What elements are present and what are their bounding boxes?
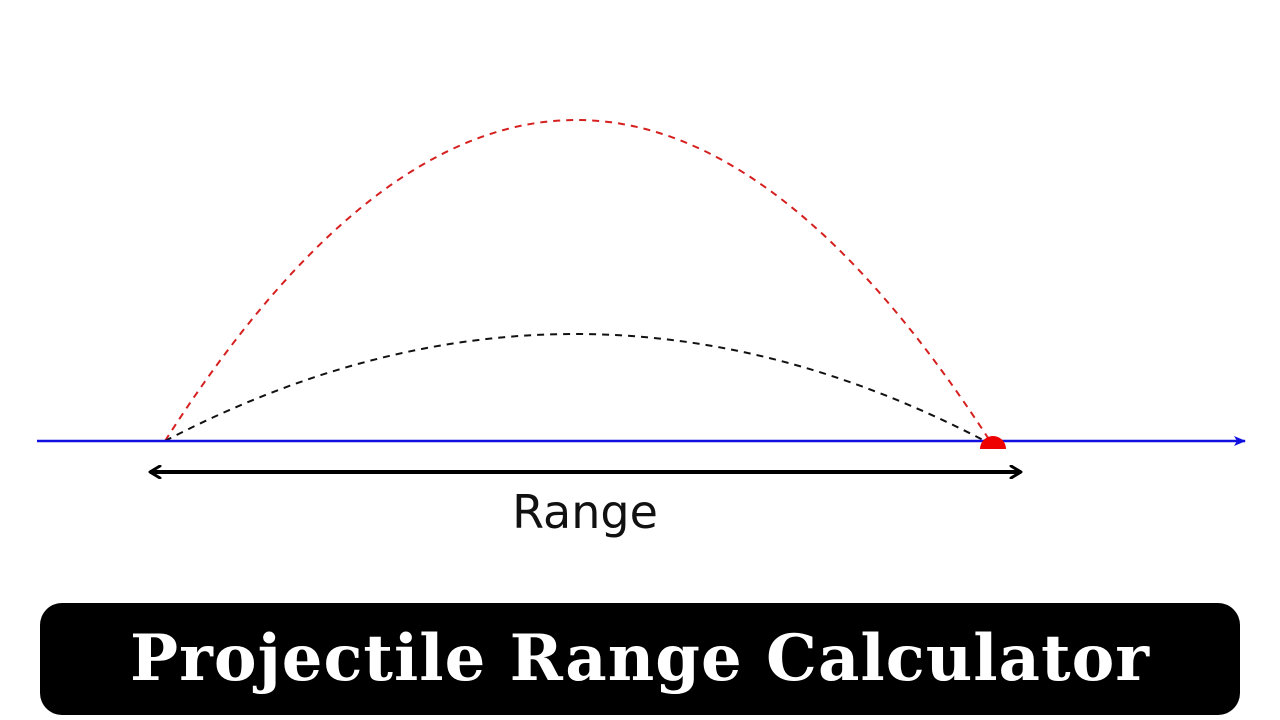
title: Projectile Range Calculator bbox=[130, 621, 1150, 696]
title-banner bbox=[40, 603, 1240, 715]
projectile bbox=[980, 436, 1006, 449]
low-trajectory bbox=[164, 333, 986, 442]
range-label: Range bbox=[512, 485, 658, 539]
high-trajectory bbox=[164, 119, 991, 442]
